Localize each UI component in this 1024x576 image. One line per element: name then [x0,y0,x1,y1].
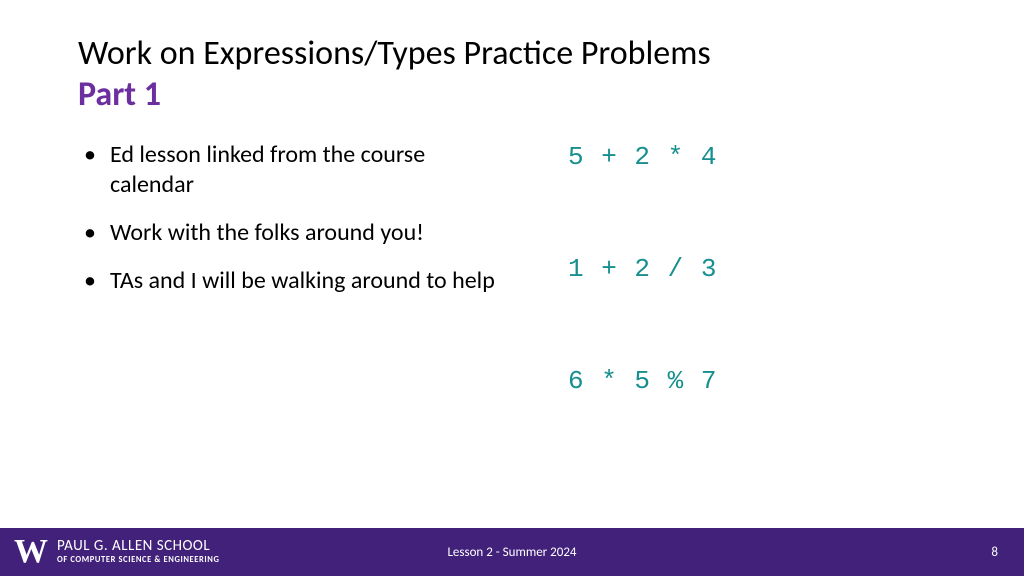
footer-lesson-label: Lesson 2 - Summer 2024 [0,545,1024,560]
code-column: 5 + 2 * 4 1 + 2 / 3 6 * 5 % 7 [508,140,958,478]
list-item: Work with the folks around you! [78,218,508,248]
slide-title: Work on Expressions/Types Practice Probl… [78,34,958,73]
title-block: Work on Expressions/Types Practice Probl… [78,34,958,114]
code-expression: 5 + 2 * 4 [568,142,958,172]
list-item: TAs and I will be walking around to help [78,266,508,296]
content-area: Ed lesson linked from the course calenda… [78,140,958,478]
footer-bar: W PAUL G. ALLEN SCHOOL OF COMPUTER SCIEN… [0,528,1024,576]
page-number: 8 [991,545,998,560]
slide: Work on Expressions/Types Practice Probl… [0,0,1024,576]
list-item: Ed lesson linked from the course calenda… [78,140,508,200]
slide-subtitle: Part 1 [78,75,958,114]
bullet-list: Ed lesson linked from the course calenda… [78,140,508,478]
code-expression: 6 * 5 % 7 [568,366,958,396]
code-expression: 1 + 2 / 3 [568,254,958,284]
